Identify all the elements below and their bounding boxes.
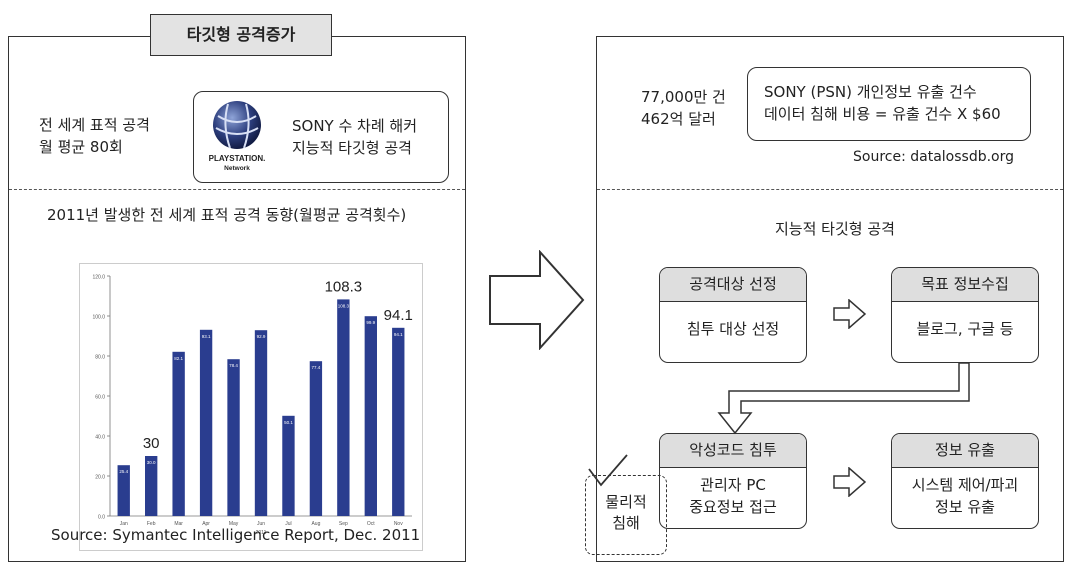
right-panel: 77,000만 건 462억 달러 SONY (PSN) 개인정보 유출 건수 …: [585, 36, 1064, 562]
y-tick-label: 100.0: [92, 315, 105, 321]
x-tick-label: Mar: [174, 521, 183, 527]
count-line1: 77,000만 건: [641, 88, 726, 106]
y-tick-label: 0.0: [98, 515, 105, 521]
step-malware-infiltration: 악성코드 침투 관리자 PC 중요정보 접근: [659, 433, 807, 529]
x-tick-label: Jun: [257, 521, 265, 527]
step-head: 목표 정보수집: [892, 268, 1038, 302]
step-data-exfiltration: 정보 유출 시스템 제어/파괴 정보 유출: [891, 433, 1039, 529]
step-body: 침투 대상 선정: [686, 320, 780, 338]
x-tick-label: Aug: [311, 521, 320, 527]
logo-text-2: Network: [224, 165, 250, 172]
bar-data-label: 108.3: [338, 303, 350, 308]
x-axis-label: 2011: [256, 530, 267, 536]
sony-line2: 지능적 타깃형 공격: [292, 139, 412, 157]
count-line2: 462억 달러: [641, 110, 716, 128]
x-tick-label: Nov: [394, 521, 403, 527]
x-tick-label: Feb: [147, 521, 156, 527]
ps-globe-icon: PLAYSTATION. Network: [209, 101, 266, 172]
y-tick-label: 60.0: [95, 395, 105, 401]
bar: [227, 359, 240, 516]
bar-data-label: 94.1: [394, 332, 403, 337]
psn-line2: 데이터 침해 비용 = 유출 건수 X $60: [764, 105, 1001, 123]
chart-frame: 0.0 20.0 40.0 60.0 80.0 100.0 120.0 25.4 Jan 30.0…: [79, 263, 423, 551]
y-tick-label: 40.0: [95, 435, 105, 441]
chart-heading: 2011년 발생한 전 세계 표적 공격 동향(월평균 공격횟수): [47, 206, 407, 224]
check-mark-icon: [588, 454, 628, 487]
step-head: 공격대상 선정: [660, 268, 806, 302]
logo-text-1: PLAYSTATION.: [209, 154, 266, 163]
bar: [254, 330, 268, 516]
big-right-arrow-icon: [489, 250, 585, 350]
x-tick-label: Jul: [285, 521, 291, 527]
sony-line1: SONY 수 차례 해커: [292, 117, 418, 135]
flow-return-arrow-icon: [717, 362, 970, 435]
sony-box: PLAYSTATION. Network SONY 수 차례 해커 지능적 타깃…: [193, 91, 449, 183]
x-tick-label: May: [229, 521, 239, 527]
bar-data-label: 30.0: [147, 460, 156, 465]
bar: [364, 316, 377, 516]
step-body: 관리자 PC 중요정보 접근: [689, 476, 777, 516]
callout-label: 30: [143, 435, 160, 452]
bar-data-label: 82.1: [174, 356, 183, 361]
bar-data-label: 92.9: [257, 334, 266, 339]
bar: [392, 327, 405, 516]
bar: [117, 465, 130, 516]
bar-data-label: 99.9: [366, 320, 375, 325]
flow-title: 지능적 타깃형 공격: [775, 220, 895, 238]
step-head: 악성코드 침투: [660, 434, 806, 468]
left-panel: 전 세계 표적 공격 월 평균 80회 PLAYSTATION. Network: [8, 36, 466, 562]
step-info-gathering: 목표 정보수집 블로그, 구글 등: [891, 267, 1039, 363]
playstation-network-logo: PLAYSTATION. Network: [204, 98, 270, 178]
bar-data-label: 50.1: [284, 420, 293, 425]
callout-label: 108.3: [325, 278, 363, 295]
step-body: 시스템 제어/파괴 정보 유출: [911, 476, 1019, 516]
right-source: Source: datalossdb.org: [853, 149, 1015, 165]
stat-line2: 월 평균 80회: [39, 138, 123, 156]
panel-title: 타깃형 공격증가: [150, 14, 332, 56]
bar: [309, 361, 323, 516]
x-tick-label: Sep: [339, 521, 348, 527]
psn-line1: SONY (PSN) 개인정보 유출 건수: [764, 83, 977, 101]
physical-line1: 물리적: [605, 493, 647, 511]
y-tick-label: 80.0: [95, 355, 105, 361]
bar-data-label: 77.4: [312, 365, 321, 370]
step-body: 블로그, 구글 등: [916, 320, 1014, 338]
step-target-selection: 공격대상 선정 침투 대상 선정: [659, 267, 807, 363]
left-divider: [9, 189, 465, 190]
y-tick-label: 20.0: [95, 475, 105, 481]
x-tick-label: Jan: [120, 521, 128, 527]
y-tick-label: 120.0: [92, 275, 105, 281]
stat-line1: 전 세계 표적 공격: [39, 116, 150, 134]
bar-data-label: 25.4: [119, 469, 128, 474]
psn-box: SONY (PSN) 개인정보 유출 건수 데이터 침해 비용 = 유출 건수 …: [747, 67, 1031, 141]
callout-label: 94.1: [384, 307, 413, 324]
step-head: 정보 유출: [892, 434, 1038, 468]
physical-line2: 침해: [612, 514, 640, 532]
physical-breach-box: 물리적 침해: [585, 475, 667, 555]
bar-data-label: 93.1: [202, 334, 211, 339]
bar: [172, 351, 185, 516]
bar: [199, 329, 213, 516]
bar: [282, 415, 295, 516]
left-source: Source: Symantec Intelligence Report, De…: [51, 526, 421, 544]
x-tick-label: Oct: [367, 521, 375, 527]
bar: [337, 299, 350, 516]
bar: [145, 456, 158, 516]
bar-data-label: 78.4: [229, 363, 238, 368]
right-divider: [597, 189, 1063, 190]
flow-arrow-right-icon: [833, 467, 867, 497]
flow-arrow-right-icon: [833, 299, 867, 329]
x-tick-label: Apr: [202, 521, 210, 527]
bar-chart: 0.0 20.0 40.0 60.0 80.0 100.0 120.0 25.4 Jan 30.0…: [92, 275, 413, 537]
